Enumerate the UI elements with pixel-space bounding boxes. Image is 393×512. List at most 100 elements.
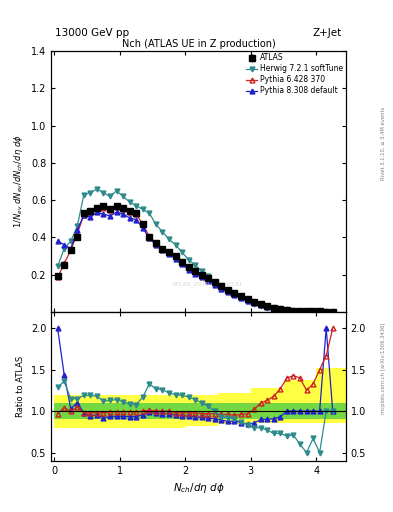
Pythia 6.428 370 bbox=[239, 293, 243, 300]
Pythia 8.308 default bbox=[285, 307, 289, 313]
Pythia 8.308 default bbox=[265, 304, 270, 310]
Line: Pythia 8.308 default: Pythia 8.308 default bbox=[55, 210, 335, 314]
Pythia 6.428 370 bbox=[62, 261, 66, 267]
Herwig 7.2.1 softTune bbox=[213, 279, 217, 285]
Herwig 7.2.1 softTune bbox=[81, 191, 86, 198]
Pythia 8.308 default bbox=[147, 235, 152, 241]
Pythia 6.428 370 bbox=[154, 240, 158, 246]
Herwig 7.2.1 softTune bbox=[186, 257, 191, 263]
Pythia 8.308 default bbox=[62, 242, 66, 248]
Pythia 8.308 default bbox=[252, 300, 257, 306]
Pythia 8.308 default bbox=[324, 308, 329, 314]
Herwig 7.2.1 softTune bbox=[285, 308, 289, 314]
Pythia 8.308 default bbox=[140, 225, 145, 231]
Herwig 7.2.1 softTune bbox=[272, 306, 276, 312]
Pythia 6.428 370 bbox=[252, 298, 257, 305]
Herwig 7.2.1 softTune bbox=[206, 273, 211, 280]
Line: Herwig 7.2.1 softTune: Herwig 7.2.1 softTune bbox=[55, 186, 335, 314]
X-axis label: $N_{ch}/d\eta\ d\phi$: $N_{ch}/d\eta\ d\phi$ bbox=[173, 481, 224, 495]
Pythia 6.428 370 bbox=[324, 308, 329, 314]
Herwig 7.2.1 softTune bbox=[331, 309, 335, 315]
Herwig 7.2.1 softTune bbox=[101, 189, 106, 196]
Pythia 6.428 370 bbox=[108, 207, 112, 214]
Text: mcplots.cern.ch [arXiv:1306.3436]: mcplots.cern.ch [arXiv:1306.3436] bbox=[381, 323, 386, 414]
Pythia 8.308 default bbox=[134, 217, 139, 223]
Herwig 7.2.1 softTune bbox=[298, 308, 302, 314]
Pythia 6.428 370 bbox=[285, 306, 289, 312]
Herwig 7.2.1 softTune bbox=[232, 292, 237, 298]
Pythia 8.308 default bbox=[304, 308, 309, 314]
Herwig 7.2.1 softTune bbox=[180, 249, 184, 255]
Pythia 6.428 370 bbox=[213, 280, 217, 286]
Pythia 8.308 default bbox=[81, 212, 86, 218]
Pythia 8.308 default bbox=[272, 305, 276, 311]
Pythia 6.428 370 bbox=[317, 308, 322, 314]
Pythia 8.308 default bbox=[232, 292, 237, 298]
Herwig 7.2.1 softTune bbox=[127, 199, 132, 205]
Herwig 7.2.1 softTune bbox=[193, 262, 198, 268]
Herwig 7.2.1 softTune bbox=[62, 245, 66, 251]
Herwig 7.2.1 softTune bbox=[258, 303, 263, 309]
Pythia 6.428 370 bbox=[186, 265, 191, 271]
Herwig 7.2.1 softTune bbox=[317, 309, 322, 315]
Pythia 8.308 default bbox=[108, 213, 112, 219]
Pythia 6.428 370 bbox=[219, 284, 224, 290]
Herwig 7.2.1 softTune bbox=[134, 203, 139, 209]
Pythia 6.428 370 bbox=[81, 212, 86, 218]
Pythia 8.308 default bbox=[101, 211, 106, 217]
Herwig 7.2.1 softTune bbox=[55, 263, 60, 269]
Pythia 6.428 370 bbox=[199, 272, 204, 279]
Pythia 6.428 370 bbox=[193, 269, 198, 275]
Pythia 6.428 370 bbox=[258, 301, 263, 307]
Pythia 8.308 default bbox=[193, 271, 198, 277]
Text: ATLAS_2019_I1736531: ATLAS_2019_I1736531 bbox=[172, 282, 243, 287]
Pythia 6.428 370 bbox=[180, 260, 184, 266]
Pythia 6.428 370 bbox=[121, 205, 125, 211]
Pythia 8.308 default bbox=[219, 286, 224, 292]
Herwig 7.2.1 softTune bbox=[304, 308, 309, 314]
Pythia 6.428 370 bbox=[272, 304, 276, 310]
Herwig 7.2.1 softTune bbox=[252, 301, 257, 307]
Pythia 8.308 default bbox=[199, 274, 204, 281]
Pythia 6.428 370 bbox=[304, 308, 309, 314]
Pythia 8.308 default bbox=[121, 211, 125, 217]
Pythia 6.428 370 bbox=[311, 308, 316, 314]
Pythia 6.428 370 bbox=[167, 249, 171, 255]
Herwig 7.2.1 softTune bbox=[68, 238, 73, 244]
Herwig 7.2.1 softTune bbox=[278, 307, 283, 313]
Pythia 8.308 default bbox=[154, 242, 158, 248]
Pythia 6.428 370 bbox=[160, 245, 165, 251]
Pythia 8.308 default bbox=[226, 289, 230, 295]
Herwig 7.2.1 softTune bbox=[140, 206, 145, 212]
Pythia 6.428 370 bbox=[101, 204, 106, 210]
Herwig 7.2.1 softTune bbox=[199, 268, 204, 274]
Pythia 6.428 370 bbox=[95, 206, 99, 212]
Herwig 7.2.1 softTune bbox=[95, 186, 99, 192]
Pythia 8.308 default bbox=[180, 261, 184, 267]
Pythia 6.428 370 bbox=[265, 303, 270, 309]
Pythia 6.428 370 bbox=[68, 247, 73, 253]
Herwig 7.2.1 softTune bbox=[245, 298, 250, 304]
Line: Pythia 6.428 370: Pythia 6.428 370 bbox=[55, 204, 335, 314]
Herwig 7.2.1 softTune bbox=[114, 188, 119, 194]
Pythia 8.308 default bbox=[55, 238, 60, 244]
Pythia 6.428 370 bbox=[232, 291, 237, 297]
Pythia 6.428 370 bbox=[298, 308, 302, 314]
Pythia 6.428 370 bbox=[75, 230, 80, 237]
Pythia 6.428 370 bbox=[114, 204, 119, 210]
Herwig 7.2.1 softTune bbox=[265, 305, 270, 311]
Pythia 6.428 370 bbox=[88, 210, 93, 216]
Herwig 7.2.1 softTune bbox=[173, 242, 178, 248]
Y-axis label: $1/N_{ev}\ dN_{ev}/dN_{ch}/d\eta\ d\phi$: $1/N_{ev}\ dN_{ev}/dN_{ch}/d\eta\ d\phi$ bbox=[12, 135, 25, 228]
Pythia 8.308 default bbox=[298, 308, 302, 314]
Pythia 6.428 370 bbox=[278, 305, 283, 311]
Pythia 8.308 default bbox=[167, 251, 171, 257]
Text: 13000 GeV pp: 13000 GeV pp bbox=[55, 28, 129, 38]
Pythia 8.308 default bbox=[173, 255, 178, 262]
Herwig 7.2.1 softTune bbox=[167, 236, 171, 242]
Herwig 7.2.1 softTune bbox=[121, 194, 125, 200]
Herwig 7.2.1 softTune bbox=[88, 189, 93, 196]
Herwig 7.2.1 softTune bbox=[108, 194, 112, 200]
Pythia 8.308 default bbox=[239, 295, 243, 302]
Legend: ATLAS, Herwig 7.2.1 softTune, Pythia 6.428 370, Pythia 8.308 default: ATLAS, Herwig 7.2.1 softTune, Pythia 6.4… bbox=[246, 53, 343, 95]
